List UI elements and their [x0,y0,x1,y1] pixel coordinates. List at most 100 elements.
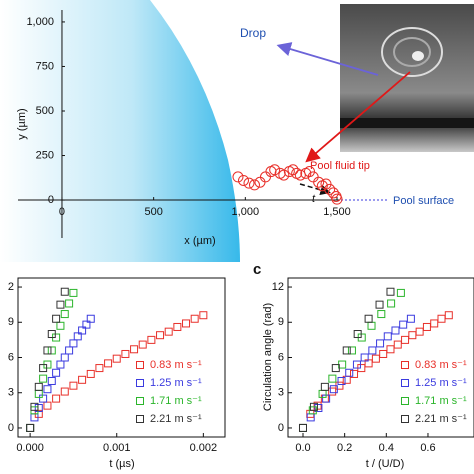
point [112,354,121,363]
legend-label: 2.21 m s⁻¹ [150,413,202,425]
y-tick-label: 3 [278,387,284,399]
point [320,382,329,391]
point [298,423,307,432]
y-axis-label: Circulation angle (rad) [262,303,274,411]
legend-label: 1.25 m s⁻¹ [415,377,467,389]
point [364,314,373,323]
point [377,310,386,319]
point [331,193,343,205]
point [367,321,376,330]
point [39,394,48,403]
point [182,319,191,328]
y-tick-label: 500 [36,105,54,117]
point [190,314,199,323]
y-tick-label: 0 [48,194,54,206]
point [43,346,52,355]
point [65,299,74,308]
legend-label: 2.21 m s⁻¹ [415,413,467,425]
point [30,402,39,411]
legend-marker [136,397,144,405]
point [278,169,290,181]
annotation: t [312,193,316,205]
legend-label: 1.71 m s⁻¹ [150,395,202,407]
point [232,171,244,183]
point [437,314,446,323]
x-axis-label: t / (U/D) [366,458,405,470]
point [69,288,78,297]
point [350,369,359,378]
point [331,364,340,373]
point [415,327,424,336]
point [328,387,337,396]
point [34,389,43,398]
point [313,176,325,188]
point [324,183,336,195]
point [60,353,69,362]
y-tick-label: 250 [36,149,54,161]
x-tick-label: 0.002 [190,442,218,454]
point [56,321,65,330]
point [371,354,380,363]
point [337,376,346,385]
legend-marker [401,397,409,405]
legend-marker [401,361,409,369]
point [39,364,48,373]
point [342,346,351,355]
point [43,401,52,410]
point [39,374,48,383]
point [56,300,65,309]
point [391,326,400,335]
point [121,349,130,358]
x-tick-label: 0.0 [295,442,310,454]
point [173,322,182,331]
point [376,339,385,348]
inset-image [340,4,474,152]
point [43,385,52,394]
point [406,314,415,323]
point [368,346,377,355]
point [327,187,339,199]
point [47,346,56,355]
y-tick-label: 750 [36,60,54,72]
point [329,385,338,394]
point [237,174,249,186]
point [130,345,139,354]
point [444,311,453,320]
drop-shape [0,0,240,262]
panel-label: c [253,261,261,278]
point [401,335,410,344]
point [69,339,78,348]
legend-marker [136,415,144,423]
y-tick-label: 0 [278,422,284,434]
point [164,327,173,336]
x-tick-label: 1,000 [232,206,260,218]
point [352,360,361,369]
y-tick-label: 9 [278,316,284,328]
point [26,423,35,432]
point [65,346,74,355]
x-tick-label: 0.6 [420,442,435,454]
point [52,314,61,323]
point [60,387,69,396]
point [399,320,408,329]
annotation: Drop [240,26,266,40]
point [86,369,95,378]
point [294,169,306,181]
point [82,320,91,329]
point [309,402,318,411]
point [34,382,43,391]
legend-marker [136,361,144,369]
point [78,375,87,384]
point [60,287,69,296]
point [347,346,356,355]
point [353,330,362,339]
point [396,288,405,297]
y-tick-label: 12 [272,281,284,293]
legend-marker [136,379,144,387]
x-tick-label: 500 [144,206,162,218]
y-tick-labels: 0 3 6 9 12 [272,281,284,434]
point [314,403,323,412]
x-tick-label: 0.000 [16,442,44,454]
point [387,299,396,308]
